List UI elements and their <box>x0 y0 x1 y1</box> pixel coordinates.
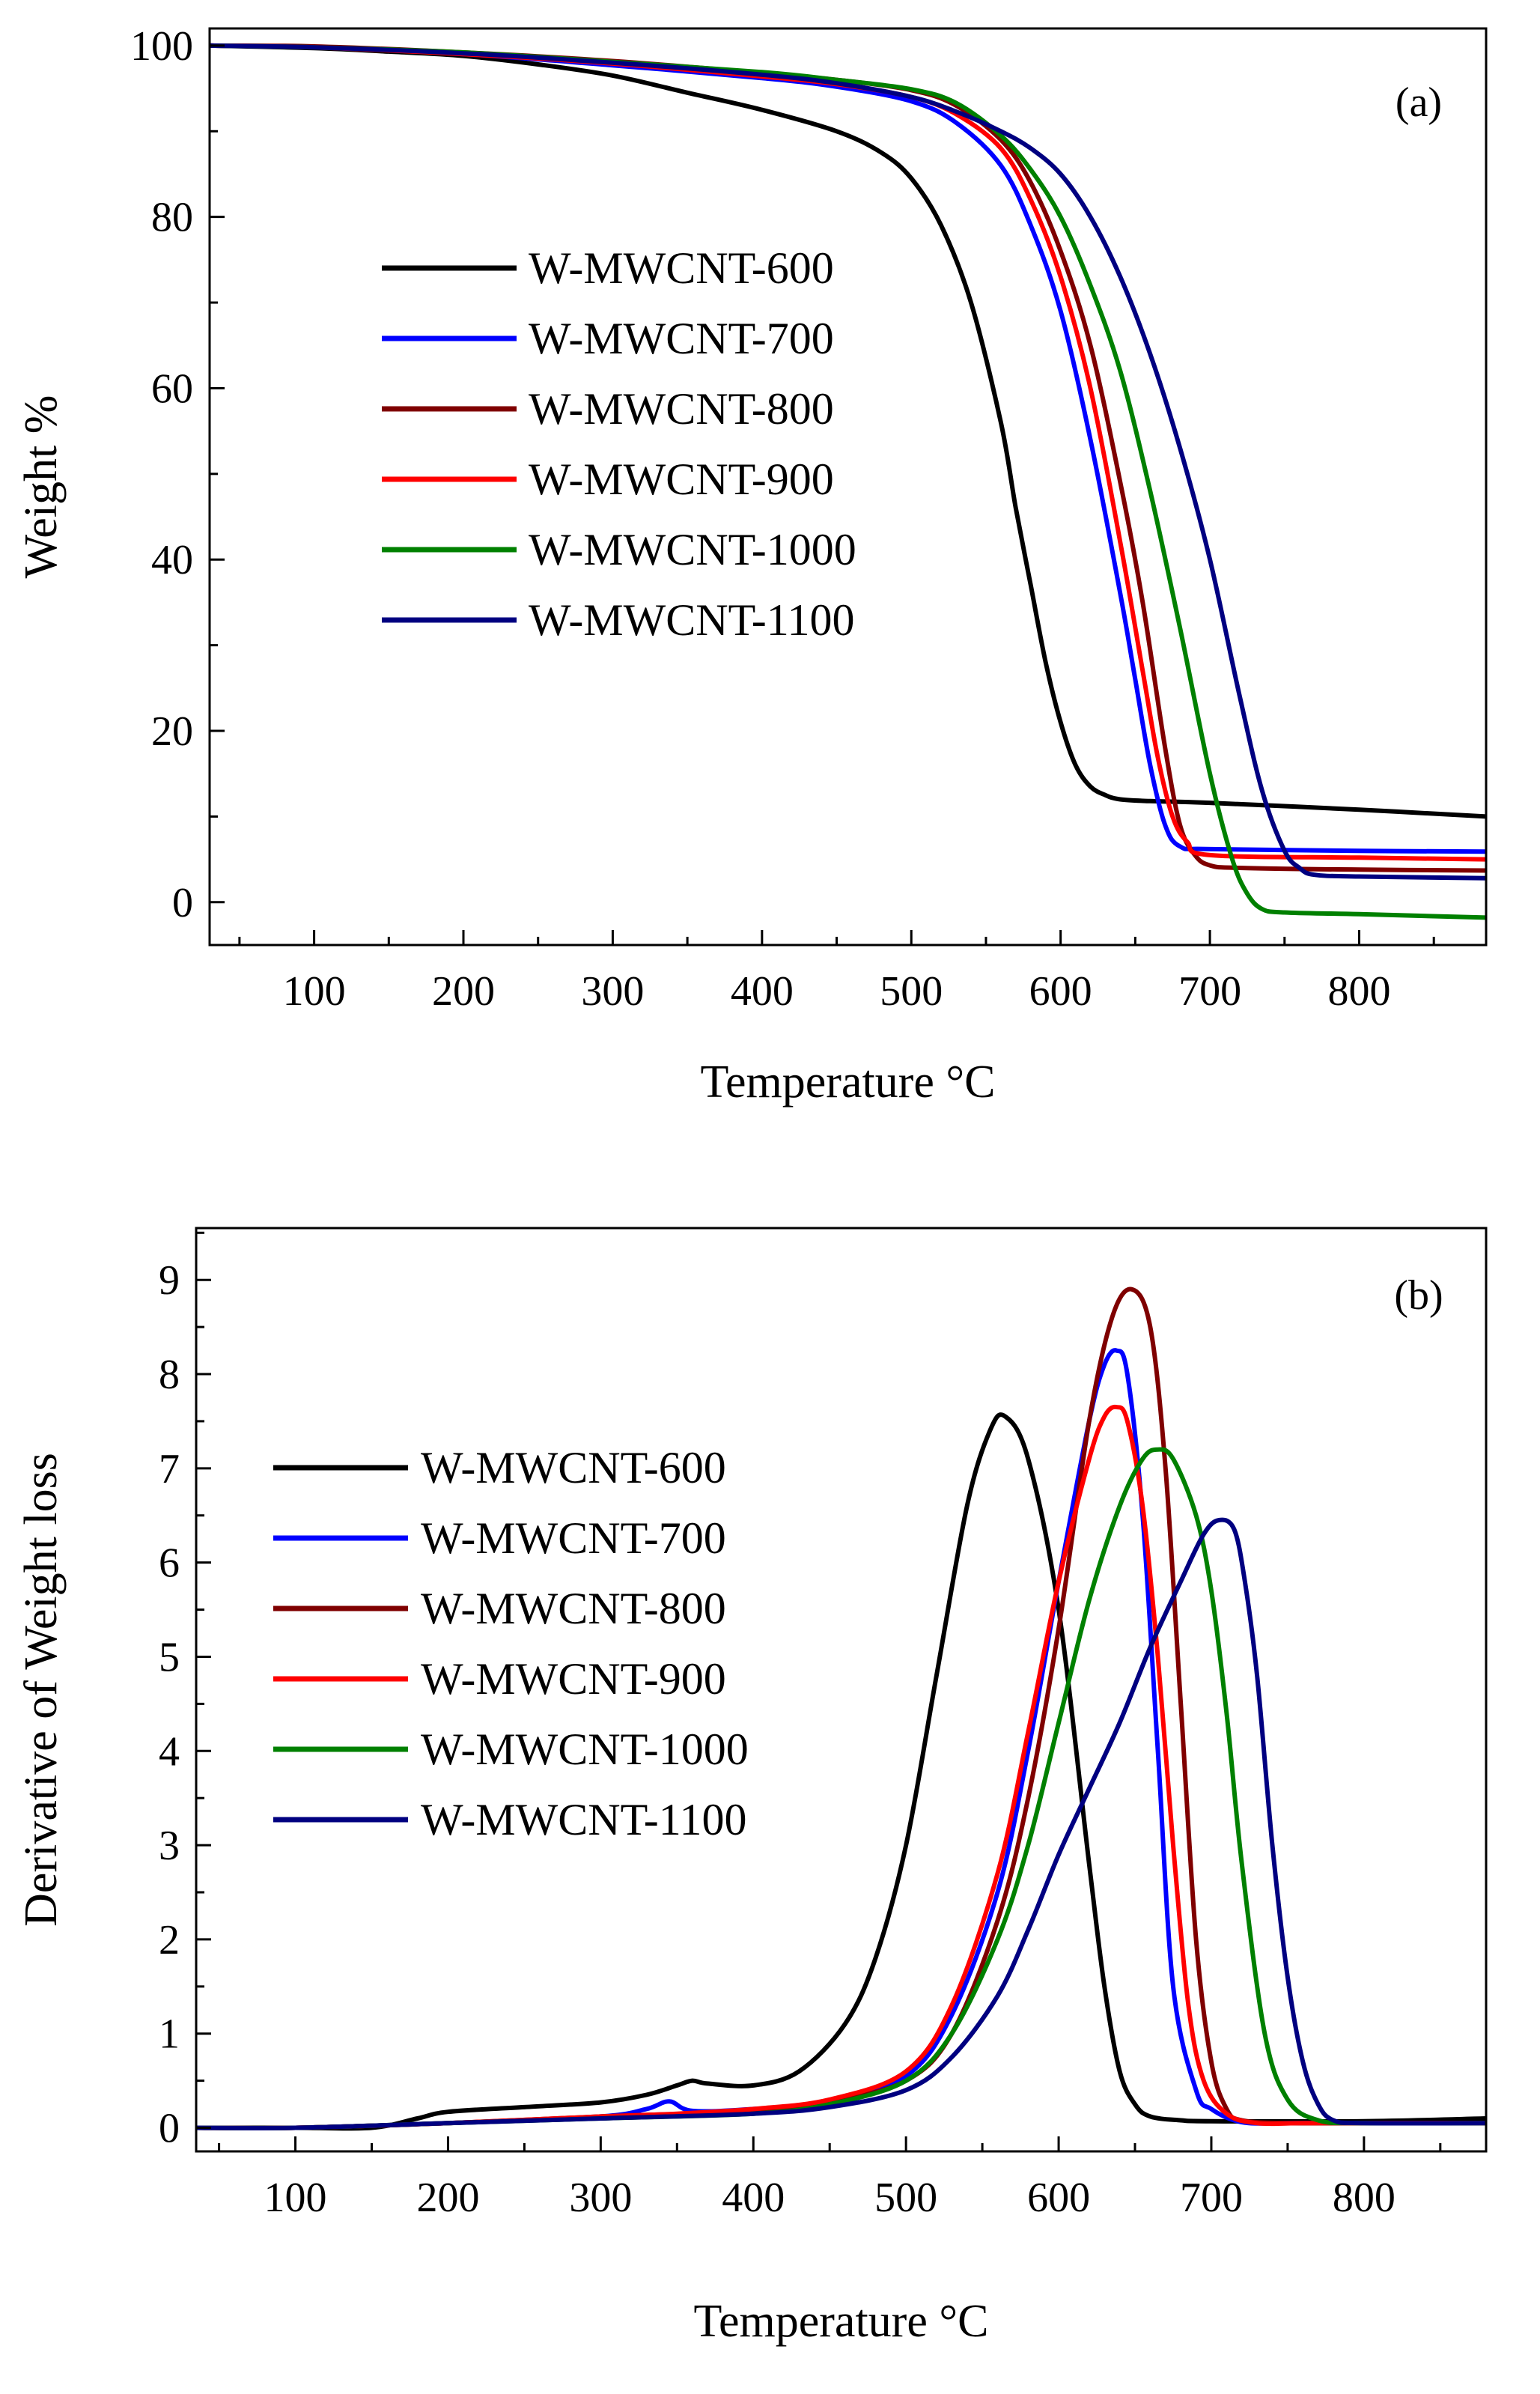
y-tick-label: 2 <box>159 1917 180 1963</box>
legend-entry: W-MWCNT-1100 <box>529 595 855 645</box>
series-line-w-mwcnt-600 <box>196 1412 1486 2131</box>
legend-entry: W-MWCNT-1100 <box>421 1795 747 1844</box>
x-axis-title: Temperature °C <box>700 1057 995 1108</box>
legend-entry: W-MWCNT-800 <box>529 384 834 434</box>
panel-label: (b) <box>1394 1272 1443 1319</box>
y-tick-label: 6 <box>159 1540 180 1587</box>
x-tick-label: 500 <box>874 2175 937 2221</box>
y-tick-label: 0 <box>159 2106 180 2152</box>
series-line-w-mwcnt-900 <box>210 43 1486 862</box>
x-tick-label: 700 <box>1180 2175 1243 2221</box>
plot-frame <box>208 27 1488 947</box>
panel-b-derivative-chart: 100 200 300 400 500 600 700 800 0 1 2 3 4 5 6 7 8 9 Temper… <box>16 1227 1488 2347</box>
x-tick-label: 400 <box>722 2175 785 2221</box>
legend-entry: W-MWCNT-700 <box>529 314 834 363</box>
y-tick-label: 60 <box>151 365 193 412</box>
y-tick-label: 20 <box>151 708 193 755</box>
legend-entry: W-MWCNT-900 <box>421 1654 726 1704</box>
y-tick-label: 7 <box>159 1446 180 1492</box>
x-tick-label: 100 <box>264 2175 327 2221</box>
y-tick-label: 80 <box>151 195 193 241</box>
panel-label: (a) <box>1396 79 1442 126</box>
y-tick-label: 40 <box>151 537 193 583</box>
x-tick-label: 400 <box>731 968 794 1015</box>
series-line-w-mwcnt-1100 <box>196 1517 1486 2130</box>
y-tick-label: 9 <box>159 1257 180 1304</box>
y-tick-label: 0 <box>172 880 193 926</box>
x-tick-label: 800 <box>1333 2175 1396 2221</box>
legend-entry: W-MWCNT-1000 <box>529 525 856 574</box>
legend-entry: W-MWCNT-700 <box>421 1513 726 1563</box>
y-axis-title: Weight % <box>16 395 67 579</box>
series-group <box>196 1286 1486 2131</box>
y-axis-title: Derivative of Weight loss <box>16 1453 67 1927</box>
x-tick-label: 600 <box>1029 968 1092 1015</box>
series-line-w-mwcnt-800 <box>210 43 1486 873</box>
series-line-w-mwcnt-900 <box>196 1404 1486 2130</box>
x-tick-label: 600 <box>1027 2175 1090 2221</box>
legend: W-MWCNT-600 W-MWCNT-700 W-MWCNT-800 W-MWCNT… <box>382 243 856 645</box>
x-tick-label: 200 <box>432 968 495 1015</box>
legend-entry: W-MWCNT-900 <box>529 455 834 504</box>
y-tick-label: 1 <box>159 2011 180 2058</box>
y-tick-label: 100 <box>130 23 193 70</box>
x-tick-label: 500 <box>880 968 943 1015</box>
legend-entry: W-MWCNT-1000 <box>421 1725 749 1774</box>
legend: W-MWCNT-600 W-MWCNT-700 W-MWCNT-800 W-MWCNT… <box>273 1443 749 1844</box>
legend-entry: W-MWCNT-800 <box>421 1584 726 1633</box>
x-tick-label: 200 <box>416 2175 479 2221</box>
y-tick-label: 8 <box>159 1352 180 1398</box>
y-tick-label: 4 <box>159 1728 180 1775</box>
x-tick-label: 300 <box>569 2175 632 2221</box>
legend-entry: W-MWCNT-600 <box>421 1443 726 1492</box>
series-line-w-mwcnt-700 <box>210 43 1486 854</box>
series-line-w-mwcnt-1100 <box>210 43 1486 881</box>
y-tick-label: 3 <box>159 1823 180 1869</box>
series-line-w-mwcnt-600 <box>210 43 1486 819</box>
x-tick-label: 100 <box>283 968 346 1015</box>
panel-a-weight-chart: 100 200 300 400 500 600 700 800 0 20 40 60 80 100 Temp… <box>16 23 1488 1108</box>
x-axis-title: Temperature °C <box>693 2296 988 2347</box>
x-tick-label: 700 <box>1178 968 1241 1015</box>
y-tick-label: 5 <box>159 1634 180 1680</box>
series-group <box>210 43 1486 920</box>
plot-frame <box>195 1227 1488 2153</box>
x-tick-label: 300 <box>581 968 644 1015</box>
legend-entry: W-MWCNT-600 <box>529 243 834 293</box>
x-tick-label: 800 <box>1327 968 1390 1015</box>
